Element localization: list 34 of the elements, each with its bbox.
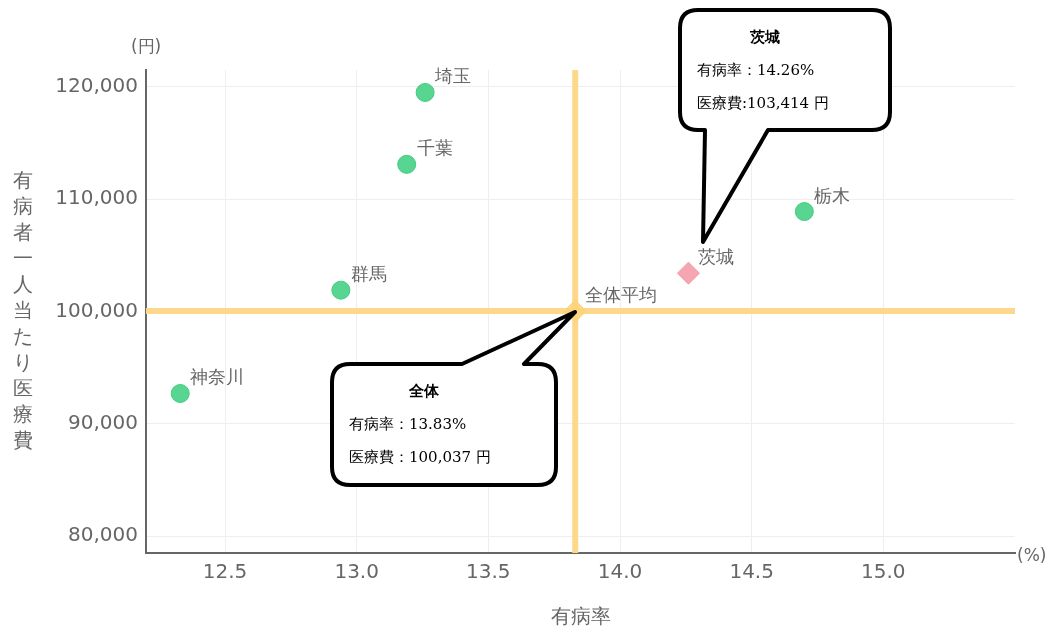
x-tick-label: 15.0: [861, 559, 906, 584]
annotation: 医療費:103,414 円: [697, 93, 829, 113]
series-label: 群馬: [350, 263, 387, 285]
x-tick-label: 13.5: [466, 559, 511, 584]
text: 有病者一人当たり医療費: [13, 167, 33, 452]
point: [676, 261, 700, 285]
x-axis-title: 有病率: [550, 604, 611, 628]
text: (円): [130, 36, 162, 57]
point: [794, 202, 814, 222]
y-tick-label: 90,000: [68, 410, 138, 435]
x-tick-label: 14.0: [597, 559, 643, 584]
x-tick-label: 14.5: [729, 559, 774, 584]
annotation: 有病率：14.26%: [697, 60, 815, 80]
y-tick-label: 100,000: [55, 297, 138, 322]
series-label: 埼玉: [434, 65, 472, 87]
series-label: 茨城: [698, 246, 735, 268]
y-tick-label: 80,000: [68, 522, 138, 547]
annotation: 医療費：100,037 円: [349, 447, 491, 467]
text: 茨城: [749, 27, 781, 47]
point: [397, 154, 417, 174]
series-label: 神奈川: [190, 366, 245, 388]
annotation: 有病率：13.83%: [349, 414, 467, 434]
series-label: 全体平均: [585, 284, 658, 306]
y-tick-label: 120,000: [55, 73, 138, 98]
series-label: 千葉: [416, 137, 453, 159]
point: [331, 280, 351, 300]
y-tick-label: 110,000: [55, 185, 138, 210]
point: [170, 384, 190, 403]
text: (%): [1017, 545, 1047, 566]
annotation: 全体: [408, 381, 440, 401]
point: [415, 82, 435, 102]
x-tick-label: 13.0: [334, 559, 379, 584]
x-tick-label: 12.5: [202, 559, 248, 584]
series-label: 栃木: [814, 184, 851, 206]
